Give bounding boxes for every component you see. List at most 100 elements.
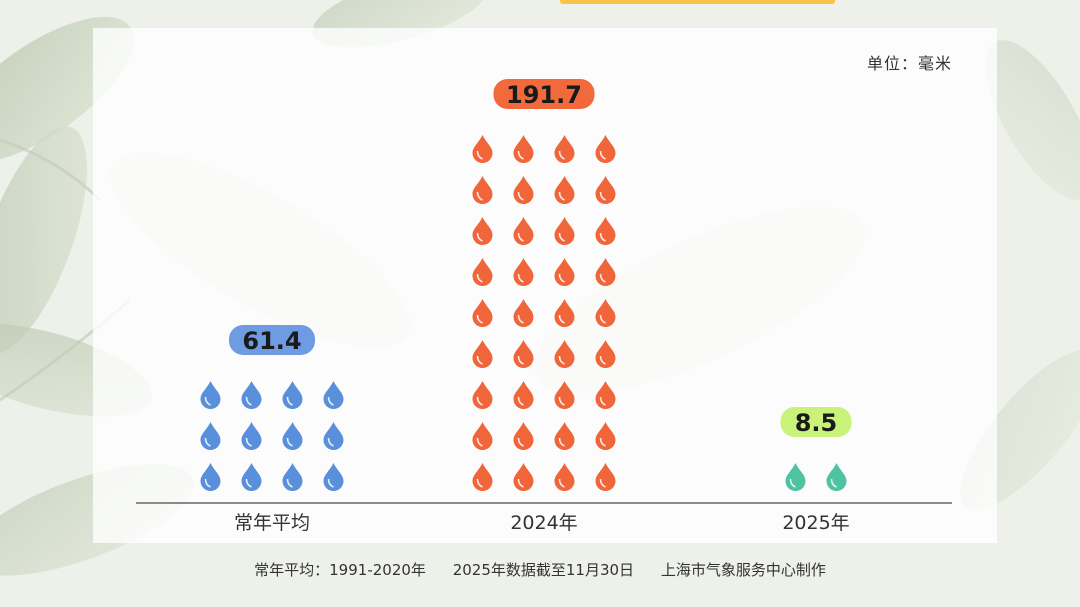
- rain-drop-mark: [595, 340, 616, 368]
- rain-drop-highlight: [558, 437, 565, 447]
- rain-drop-mark: [785, 463, 806, 492]
- rain-drop-mark: [282, 463, 303, 492]
- rain-drop-mark: [554, 258, 575, 286]
- rain-drop-mark: [472, 135, 493, 163]
- rain-drop-highlight: [517, 478, 524, 488]
- rain-drop-mark: [595, 422, 616, 450]
- footer-source-note: 上海市气象服务中心制作: [660, 561, 826, 579]
- rain-drop-highlight: [476, 437, 483, 447]
- rain-drop-highlight: [286, 437, 293, 447]
- category-labels-layer: 常年平均 2024年 2025年: [234, 512, 850, 534]
- rain-drop-highlight: [245, 437, 252, 447]
- rain-drop-highlight: [558, 273, 565, 283]
- top-accent-bar: [560, 0, 835, 4]
- rain-drop-highlight: [599, 437, 606, 447]
- rain-drop-highlight: [599, 273, 606, 283]
- rain-drop-highlight: [517, 314, 524, 324]
- rain-drop-mark: [595, 299, 616, 327]
- rain-drop-mark: [323, 381, 344, 409]
- footer-cutoff-note: 2025年数据截至11月30日: [452, 561, 635, 579]
- rain-drop-highlight: [558, 396, 565, 406]
- value-label-background: [493, 79, 595, 109]
- rain-drop-highlight: [599, 191, 606, 201]
- footer-notes: 常年平均：1991-2020年 2025年数据截至11月30日 上海市气象服务中…: [0, 559, 1080, 580]
- rain-drop-highlight: [245, 396, 252, 406]
- rain-drop-highlight: [327, 437, 334, 447]
- rain-drop-highlight: [599, 355, 606, 365]
- value-label: 191.7: [506, 81, 582, 109]
- rain-drop-highlight: [599, 232, 606, 242]
- rain-drop-highlight: [517, 355, 524, 365]
- rain-drop-highlight: [476, 191, 483, 201]
- rain-drop-highlight: [599, 150, 606, 160]
- rain-drop-highlight: [476, 273, 483, 283]
- rain-drop-mark: [472, 381, 493, 409]
- rain-drop-mark: [513, 176, 534, 204]
- rain-drop-highlight: [476, 232, 483, 242]
- rain-drop-mark: [472, 299, 493, 327]
- rain-drop-highlight: [789, 478, 796, 488]
- rain-drop-mark: [241, 422, 262, 450]
- rain-drop-mark: [595, 463, 616, 492]
- rain-drop-highlight: [327, 396, 334, 406]
- rain-drop-mark: [241, 381, 262, 409]
- rain-drop-mark: [595, 135, 616, 163]
- rain-drop-highlight: [286, 478, 293, 488]
- rain-drop-highlight: [204, 437, 211, 447]
- rain-drop-highlight: [517, 396, 524, 406]
- rain-drop-mark: [513, 463, 534, 492]
- rain-drop-mark: [554, 176, 575, 204]
- rain-drop-mark: [472, 422, 493, 450]
- rain-drop-mark: [472, 176, 493, 204]
- rain-drop-mark: [554, 217, 575, 245]
- rain-drop-highlight: [476, 478, 483, 488]
- rain-drop-highlight: [517, 232, 524, 242]
- rain-drop-mark: [595, 258, 616, 286]
- rain-drop-mark: [554, 340, 575, 368]
- rain-drop-highlight: [476, 355, 483, 365]
- chart-panel: [93, 28, 997, 543]
- rain-drop-highlight: [204, 396, 211, 406]
- category-tick-label: 2025年: [782, 512, 849, 534]
- rain-drop-highlight: [327, 478, 334, 488]
- footer-average-note: 常年平均：1991-2020年: [254, 561, 426, 579]
- rain-drop-mark: [472, 340, 493, 368]
- rain-drop-highlight: [517, 150, 524, 160]
- rain-drop-highlight: [599, 314, 606, 324]
- unit-label: 单位：毫米: [866, 54, 952, 73]
- rain-drop-highlight: [245, 478, 252, 488]
- rain-drop-highlight: [558, 232, 565, 242]
- rain-drop-highlight: [558, 150, 565, 160]
- rain-drop-mark: [554, 463, 575, 492]
- rain-drop-highlight: [476, 150, 483, 160]
- rain-drop-mark: [554, 381, 575, 409]
- rain-drop-mark: [554, 299, 575, 327]
- rain-drop-mark: [595, 381, 616, 409]
- rain-drop-highlight: [204, 478, 211, 488]
- rain-drop-mark: [200, 463, 221, 492]
- rain-drop-highlight: [476, 396, 483, 406]
- rain-drop-highlight: [830, 478, 837, 488]
- rain-drop-highlight: [286, 396, 293, 406]
- rain-drop-highlight: [517, 437, 524, 447]
- rain-drop-mark: [323, 422, 344, 450]
- rain-drop-mark: [595, 176, 616, 204]
- rain-drop-mark: [282, 422, 303, 450]
- rain-drop-mark: [323, 463, 344, 492]
- value-label: 8.5: [795, 409, 838, 437]
- rain-drop-mark: [472, 463, 493, 492]
- drops-layer: [200, 135, 847, 492]
- rain-drop-highlight: [599, 396, 606, 406]
- rain-drop-mark: [513, 422, 534, 450]
- rain-drop-mark: [513, 299, 534, 327]
- rain-drop-mark: [200, 422, 221, 450]
- rain-drop-mark: [513, 135, 534, 163]
- rain-drop-highlight: [558, 355, 565, 365]
- value-label: 61.4: [242, 327, 301, 355]
- category-tick-label: 2024年: [510, 512, 577, 534]
- value-labels-layer: 61.4 191.7 8.5: [229, 79, 852, 437]
- rain-drop-mark: [554, 135, 575, 163]
- rain-drop-mark: [513, 217, 534, 245]
- rain-drop-mark: [826, 463, 847, 492]
